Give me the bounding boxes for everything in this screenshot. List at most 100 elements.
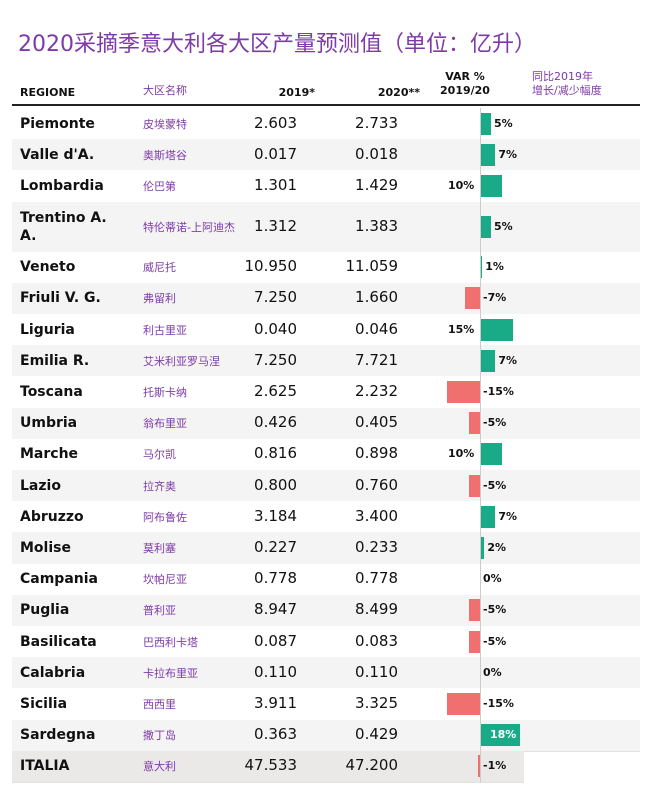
region: Campania xyxy=(20,571,98,588)
var-label: 0% xyxy=(483,665,502,679)
var-bar xyxy=(480,724,520,747)
name-cn: 皮埃蒙特 xyxy=(143,117,187,131)
var-bar xyxy=(480,112,491,135)
header-note: 增长/减少幅度 xyxy=(532,84,602,97)
value-2019: 47.533 xyxy=(244,756,298,775)
name-cn: 普利亚 xyxy=(143,604,176,618)
header-region: REGIONE xyxy=(20,86,76,99)
name-cn: 意大利 xyxy=(143,760,176,774)
var-label: 7% xyxy=(498,509,518,523)
region: Molise xyxy=(20,540,71,556)
var-bar xyxy=(480,443,502,466)
row-bg xyxy=(12,657,640,690)
name-cn: 马尔凯 xyxy=(143,448,176,462)
value-2019: 0.363 xyxy=(254,725,297,744)
value-2019: 0.110 xyxy=(254,662,297,681)
var-bar xyxy=(469,412,480,435)
value-2020: 0.083 xyxy=(355,631,398,650)
region: Toscana xyxy=(20,384,83,400)
header-var: VAR % xyxy=(445,70,485,83)
region: Piemonte xyxy=(20,115,95,132)
value-2020: 2.232 xyxy=(355,382,398,400)
value-2020: 1.660 xyxy=(355,288,398,307)
row-bg xyxy=(12,470,640,503)
var-label: -5% xyxy=(483,603,507,617)
name-cn: 西西里 xyxy=(143,698,176,711)
value-2020: 0.760 xyxy=(355,475,398,494)
header-var: 2019/20 xyxy=(440,84,490,97)
var-bar xyxy=(447,693,480,715)
value-2020: 47.200 xyxy=(345,756,399,775)
value-2019: 1.301 xyxy=(254,176,297,194)
var-label: 10% xyxy=(448,179,475,192)
var-bar xyxy=(447,381,480,403)
value-2020: 3.400 xyxy=(355,506,398,525)
name-cn: 翁布里亚 xyxy=(143,417,187,431)
var-bar xyxy=(480,256,483,279)
value-2020: 2.733 xyxy=(355,113,398,132)
var-label: -15% xyxy=(483,385,514,398)
var-bar xyxy=(469,630,480,653)
value-2020: 0.110 xyxy=(355,662,398,681)
region: Marche xyxy=(20,446,79,463)
name-cn: 伦巴第 xyxy=(143,180,176,193)
value-2019: 3.184 xyxy=(254,506,297,525)
name-cn: 艾米利亚罗马涅 xyxy=(143,354,220,368)
var-label: 7% xyxy=(498,147,518,161)
value-2019: 2.625 xyxy=(254,382,297,400)
name-cn: 特伦蒂诺-上阿迪杰 xyxy=(143,220,235,234)
var-bar xyxy=(480,505,496,528)
name-cn: 坎帕尼亚 xyxy=(143,573,187,587)
header-line xyxy=(12,104,640,106)
var-label: 1% xyxy=(485,260,504,274)
name-cn: 弗留利 xyxy=(143,292,176,306)
value-2019: 0.040 xyxy=(254,319,297,338)
row-bg xyxy=(12,438,640,471)
var-label: 7% xyxy=(498,353,518,367)
value-2019: 0.227 xyxy=(254,538,297,556)
region: Lombardia xyxy=(20,178,104,194)
value-2019: 0.800 xyxy=(254,475,297,494)
row-bg xyxy=(12,626,640,659)
var-bar xyxy=(480,215,491,238)
region: Basilicata xyxy=(20,633,97,650)
region: Abruzzo xyxy=(20,508,84,525)
var-bar xyxy=(469,599,480,622)
value-2019: 10.950 xyxy=(244,257,298,276)
name-cn: 撒丁岛 xyxy=(143,729,176,743)
value-2019: 1.312 xyxy=(254,216,297,235)
value-2020: 1.429 xyxy=(355,176,398,194)
name-cn: 阿布鲁佐 xyxy=(143,510,187,524)
value-2020: 0.778 xyxy=(355,569,398,588)
name-cn: 奥斯塔谷 xyxy=(143,148,187,162)
var-bar xyxy=(480,349,496,372)
row-bg xyxy=(12,407,640,440)
value-2020: 0.898 xyxy=(355,444,398,463)
value-2020: 3.325 xyxy=(355,694,398,712)
title: 2020采摘季意大利各大区产量预测值（单位：亿升） xyxy=(18,32,536,57)
var-label: -5% xyxy=(483,416,507,430)
header-2020: 2020** xyxy=(377,86,420,99)
var-label: 18% xyxy=(490,728,517,742)
value-2019: 8.947 xyxy=(254,600,297,619)
value-2019: 7.250 xyxy=(254,288,297,307)
region: ITALIA xyxy=(20,758,70,775)
var-label: 5% xyxy=(494,219,513,233)
region: Lazio xyxy=(20,477,61,494)
value-2019: 7.250 xyxy=(254,350,297,369)
value-2019: 0.017 xyxy=(254,144,297,163)
value-2020: 8.499 xyxy=(355,600,398,619)
var-bar xyxy=(480,175,502,197)
value-2019: 2.603 xyxy=(254,113,297,132)
var-bar xyxy=(480,537,485,559)
var-label: -7% xyxy=(483,291,507,305)
region: Liguria xyxy=(20,321,75,338)
region: Valle d'A. xyxy=(20,146,95,163)
var-label: -5% xyxy=(483,478,507,492)
name-cn: 利古里亚 xyxy=(143,323,187,337)
value-2020: 0.046 xyxy=(355,319,398,338)
value-2020: 0.233 xyxy=(355,538,398,556)
header-2019: 2019* xyxy=(278,86,315,99)
region: Sardegna xyxy=(20,727,96,744)
